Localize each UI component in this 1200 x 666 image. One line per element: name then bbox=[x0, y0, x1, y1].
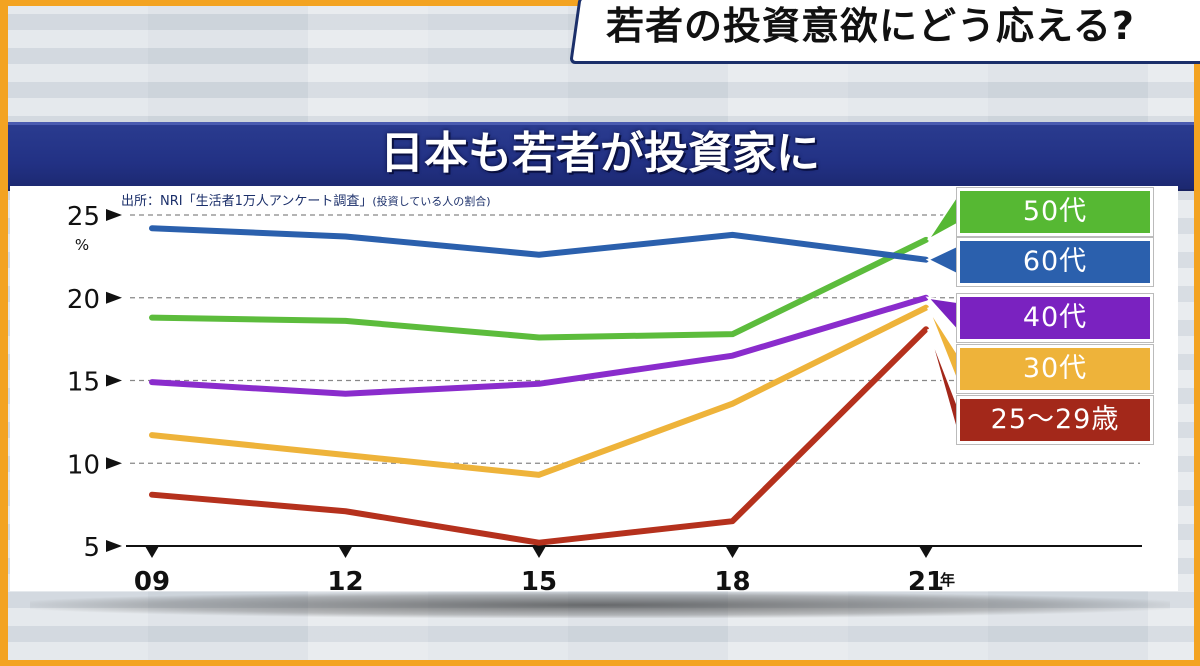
y-unit-label: % bbox=[75, 236, 89, 254]
x-tick-label-18: 18 bbox=[714, 567, 750, 597]
x-tick-label-15: 15 bbox=[521, 567, 557, 597]
legend-connector-60代 bbox=[925, 244, 958, 276]
x-tick-label-12: 12 bbox=[327, 567, 363, 597]
source-subnote: (投資している人の割合) bbox=[372, 195, 491, 208]
legend-item-30代: 30代 bbox=[957, 345, 1153, 393]
series-line-25〜29歳 bbox=[149, 326, 929, 546]
y-tick-arrow-5 bbox=[106, 540, 122, 552]
y-tick-label-5: 5 bbox=[83, 533, 100, 563]
legend-item-25〜29歳: 25〜29歳 bbox=[957, 396, 1153, 444]
series-line-50代 bbox=[149, 236, 929, 341]
y-tick-label-15: 15 bbox=[67, 368, 100, 398]
x-tick-label-09: 09 bbox=[134, 567, 170, 597]
source-note: 出所：NRI「生活者1万人アンケート調査」(投資している人の割合) bbox=[121, 190, 491, 209]
series-lines bbox=[149, 225, 929, 546]
y-tick-arrow-20 bbox=[106, 291, 122, 304]
series-line-60代 bbox=[149, 225, 929, 263]
y-tick-label-20: 20 bbox=[67, 285, 100, 315]
y-tick-arrow-15 bbox=[106, 374, 122, 387]
y-tick-arrow-25 bbox=[106, 209, 122, 221]
legend-connectors bbox=[925, 192, 958, 433]
x-tick-marker-15 bbox=[532, 546, 546, 558]
y-tick-arrow-10 bbox=[106, 457, 122, 470]
x-unit-label: 年 bbox=[940, 571, 955, 589]
topic-heading: 若者の投資意欲にどう応える? bbox=[606, 4, 1135, 48]
x-tick-marker-21 bbox=[919, 546, 933, 558]
legend-item-50代: 50代 bbox=[957, 188, 1153, 236]
x-tick-label-21: 21 bbox=[908, 567, 944, 597]
source-text: 出所：NRI「生活者1万人アンケート調査」 bbox=[121, 194, 373, 209]
y-tick-label-25: 25 bbox=[67, 202, 100, 232]
axes: 5 10 15 20 25% 09 12 15 18 21年 bbox=[67, 202, 1142, 597]
legend-connector-50代 bbox=[927, 192, 958, 241]
x-tick-marker-12 bbox=[338, 546, 353, 558]
series-line-30代 bbox=[149, 304, 929, 478]
chart-title: 日本も若者が投資家に bbox=[380, 128, 820, 179]
panel-shadow bbox=[30, 592, 1170, 618]
x-tick-marker-18 bbox=[725, 546, 740, 558]
legend-item-60代: 60代 bbox=[957, 238, 1153, 286]
x-tick-marker-09 bbox=[145, 546, 159, 558]
series-line-40代 bbox=[149, 294, 929, 397]
y-tick-label-10: 10 bbox=[67, 450, 100, 480]
legend-item-40代: 40代 bbox=[957, 294, 1153, 342]
